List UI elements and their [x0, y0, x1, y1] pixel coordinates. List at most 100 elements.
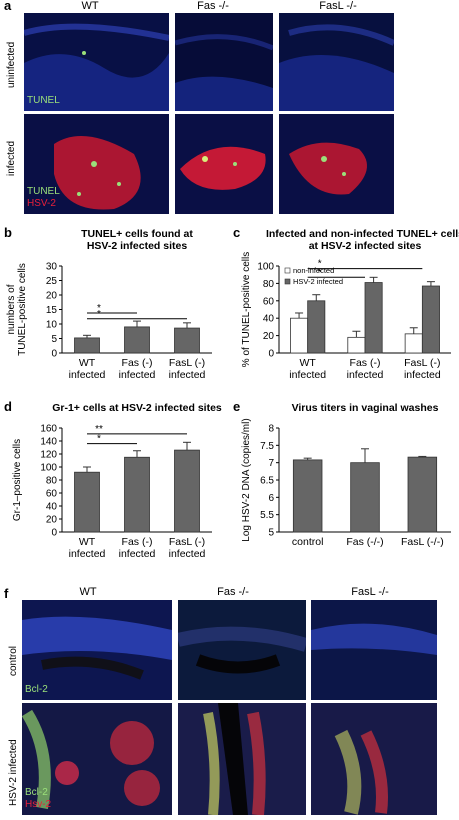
significance-label: *	[318, 267, 322, 278]
micrograph-f-fasl-control	[311, 600, 437, 700]
x-tick-label: Fas (-) infected	[119, 357, 156, 381]
significance-label: *	[97, 434, 101, 445]
micrograph-f-wt-control: Bcl-2	[22, 600, 172, 700]
y-axis-label: Log HSV-2 DNA (copies/ml)	[241, 418, 252, 541]
bar	[292, 459, 323, 533]
tissue-image	[22, 600, 172, 700]
overlay-bcl2: Bcl-2	[25, 684, 48, 695]
x-tick-label: WT infected	[69, 536, 106, 560]
bar	[350, 462, 380, 533]
bar	[174, 327, 200, 354]
tissue-image	[22, 703, 172, 815]
chart-title: TUNEL+ cells found at HSV-2 infected site…	[81, 228, 193, 252]
y-tick-label: 100	[40, 463, 57, 474]
x-tick-label: FasL (-/-)	[401, 536, 444, 548]
y-tick-label: 60	[46, 489, 58, 500]
micrograph-a-fas-infected	[175, 114, 273, 214]
chart-c: c Infected and non-infected TUNEL+ cells a…	[229, 225, 459, 396]
y-tick-label: 160	[40, 424, 57, 435]
bar-non-infected	[347, 336, 366, 354]
overlay-tunel: TUNEL	[27, 186, 60, 197]
chart-svg: c Infected and non-infected TUNEL+ cells a…	[233, 225, 459, 381]
bar-non-infected	[404, 333, 423, 354]
x-tick-label: control	[292, 536, 324, 548]
panel-letter-b: b	[4, 226, 12, 240]
bar	[74, 471, 100, 533]
y-tick-label: 7	[268, 458, 274, 469]
x-tick-label: FasL (-) infected	[404, 357, 441, 381]
y-tick-label: 5.5	[260, 510, 274, 521]
y-tick-label: 140	[40, 437, 57, 448]
column-label-fasl: FasL -/-	[351, 586, 389, 598]
x-tick-label: FasL (-) infected	[169, 536, 206, 560]
micrograph-a-fas-uninfected	[175, 13, 273, 111]
column-label-fas: Fas -/-	[197, 0, 229, 12]
row-label-control: control	[8, 645, 19, 676]
micrograph-f-fasl-infected	[311, 703, 437, 815]
legend-label: non-infected	[293, 266, 334, 275]
y-tick-label: 10	[46, 320, 58, 331]
overlay-hsv2: Hsv-2	[25, 799, 52, 810]
panel-letter-e: e	[233, 400, 240, 414]
micrograph-a-fasl-uninfected	[279, 13, 394, 111]
row-label-uninfected: uninfected	[6, 41, 17, 88]
y-axis-label: Gr-1–positive cells	[12, 439, 23, 521]
overlay-tunel: TUNEL	[27, 95, 60, 106]
y-tick-label: 0	[51, 528, 57, 539]
y-tick-label: 20	[46, 291, 58, 302]
chart-title: Infected and non-infected TUNEL+ cells at…	[266, 228, 459, 252]
row-label-hsv2-infected: HSV-2 infected	[8, 739, 19, 806]
significance-label: **	[95, 424, 103, 435]
significance-label: *	[97, 309, 101, 320]
y-tick-label: 5	[51, 334, 57, 345]
micrograph-f-fas-infected	[178, 703, 306, 815]
bar	[174, 449, 200, 533]
panel-letter-a: a	[4, 0, 12, 13]
bar	[74, 337, 100, 354]
legend-swatch	[284, 267, 291, 274]
y-tick-label: 7.5	[260, 441, 274, 452]
bar	[124, 326, 150, 354]
micrograph-f-wt-infected: Bcl-2 Hsv-2	[22, 703, 172, 815]
y-tick-label: 40	[263, 314, 275, 325]
chart-e: e Virus titers in vaginal washes 5 5.5 6 6.5 7…	[229, 399, 459, 582]
chart-svg: d Gr-1+ cells at HSV-2 infected sites 0 20 4…	[4, 399, 222, 560]
tissue-image	[279, 114, 394, 214]
significance-label: *	[97, 303, 101, 314]
y-tick-label: 40	[46, 502, 58, 513]
bar-hsv-2-infected	[364, 282, 383, 354]
tissue-image	[175, 114, 273, 214]
y-tick-label: 120	[40, 450, 57, 461]
micrograph-a-fasl-infected	[279, 114, 394, 214]
y-axis-label: numbers ofTUNEL-positive cells	[6, 263, 28, 356]
tissue-image	[178, 600, 306, 700]
chart-svg: b TUNEL+ cells found at HSV-2 infected sit…	[4, 225, 212, 381]
chart-d: d Gr-1+ cells at HSV-2 infected sites 0 20 4…	[0, 399, 228, 582]
chart-title: Virus titers in vaginal washes	[292, 402, 439, 414]
y-axis-label: % of TUNEL-positive cells	[241, 252, 252, 367]
tissue-image	[24, 114, 169, 214]
x-tick-label: Fas (-) infected	[347, 357, 384, 381]
bar-non-infected	[290, 317, 309, 354]
y-tick-label: 0	[268, 349, 274, 360]
y-tick-label: 20	[263, 331, 275, 342]
panel-letter-d: d	[4, 400, 12, 414]
x-tick-label: WT infected	[289, 357, 326, 381]
y-tick-label: 25	[46, 276, 58, 287]
bar	[124, 456, 150, 533]
panel-letter-c: c	[233, 226, 240, 240]
y-tick-label: 0	[51, 349, 57, 360]
row-label-infected: infected	[6, 140, 17, 176]
chart-b: b TUNEL+ cells found at HSV-2 infected sit…	[0, 225, 228, 396]
tissue-image	[175, 13, 273, 111]
y-tick-label: 6.5	[260, 476, 274, 487]
significance-label: *	[318, 259, 322, 270]
y-tick-label: 60	[263, 296, 275, 307]
legend-swatch	[284, 278, 291, 285]
tissue-image	[279, 13, 394, 111]
x-tick-label: Fas (-) infected	[119, 536, 156, 560]
tissue-image	[24, 13, 169, 111]
panel-letter-f: f	[4, 586, 9, 601]
x-tick-label: WT infected	[69, 357, 106, 381]
y-tick-label: 30	[46, 262, 58, 273]
